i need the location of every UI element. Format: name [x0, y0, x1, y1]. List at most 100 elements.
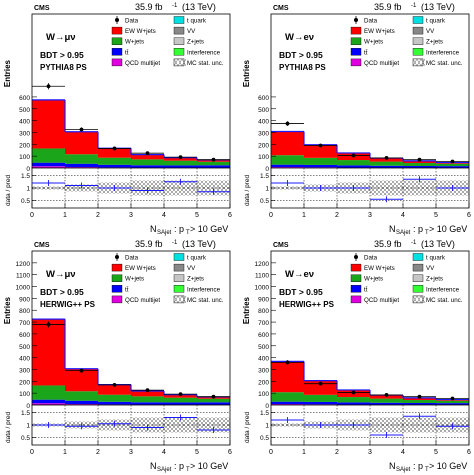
bdt-cut-label: BDT > 0.95: [40, 287, 84, 297]
chart-panel-0: CMS 35.9 fb -1 (13 TeV)Entries0100200300400…: [3, 2, 232, 236]
y-tick-label: 600: [19, 332, 30, 339]
ratio-y-tick-label: 0.5: [21, 198, 30, 205]
x-axis-label-part: : p: [413, 224, 423, 234]
stack-bar-wjets: [436, 400, 469, 404]
data-point: [351, 153, 356, 158]
data-point: [318, 381, 323, 386]
stack-bar-ttbar: [403, 165, 436, 168]
stack-bar-wjets: [370, 398, 403, 403]
legend-label-mcunc: MC stat. unc.: [187, 60, 224, 67]
stack-bar-ttbar: [436, 166, 469, 168]
lumi-exponent: -1: [411, 240, 417, 246]
y-tick-label: 1200: [16, 261, 31, 268]
x-axis-label-part: N: [150, 224, 157, 234]
stack-bar-ttbar: [197, 402, 230, 405]
stack-bar-ttbar: [164, 165, 197, 168]
lumi-exponent: -1: [172, 240, 178, 246]
legend-swatch-interf: [412, 285, 424, 293]
channel-label: W→eν: [285, 32, 314, 43]
cms-label: CMS: [273, 242, 289, 249]
legend-label-data: Data: [125, 18, 139, 25]
x-axis-label-part: T: [425, 467, 429, 473]
legend-swatch-zjets: [412, 274, 424, 282]
y-tick-label: 0: [26, 166, 30, 173]
ratio-y-tick-label: 1.5: [260, 173, 269, 180]
ratio-y-axis-label: data / pred: [244, 412, 251, 443]
y-tick-label: 1200: [255, 261, 270, 268]
legend-label-qcd: QCD multijet: [364, 60, 399, 67]
ratio-y-tick-label: 1.5: [21, 173, 30, 180]
stack-bar-wjets: [32, 148, 65, 163]
x-tick-label: 5: [434, 449, 438, 456]
y-tick-label: 1000: [16, 285, 31, 292]
stack-bar-ttbar: [304, 164, 337, 168]
stack-bar-ew: [164, 157, 197, 161]
stack-bar-wjets: [337, 160, 370, 166]
x-tick-label: 1: [63, 212, 67, 219]
data-point: [450, 159, 455, 164]
x-axis-label-part: SAjet: [396, 230, 411, 236]
x-axis-label-part: T: [425, 230, 429, 236]
legend-swatch-qcd: [350, 295, 362, 304]
y-tick-label: 100: [258, 391, 269, 398]
legend-swatch-tquark: [173, 253, 185, 261]
legend-label-ew: EW W+jets: [364, 28, 395, 35]
x-tick-label: 4: [401, 212, 405, 219]
x-axis-label-part: > 10 GeV: [429, 224, 467, 234]
y-axis-label: Entries: [242, 59, 251, 87]
stack-bar-ttbar: [337, 165, 370, 168]
data-point: [79, 368, 84, 373]
x-tick-label: 1: [302, 212, 306, 219]
legend-hatch: [181, 295, 187, 304]
energy-label: (13 TeV): [421, 239, 455, 249]
ratio-y-tick-label: 1: [26, 186, 30, 193]
legend-swatch-tquark: [412, 16, 424, 24]
stack-bar-ttbar: [304, 401, 337, 405]
y-tick-label: 700: [19, 320, 30, 327]
ratio-y-tick-label: 1.5: [260, 410, 269, 417]
y-tick-label: 400: [19, 356, 30, 363]
stack-bar-qcd: [65, 167, 98, 168]
stack-bar-ew: [131, 391, 164, 397]
ratio-y-tick-label: 1: [265, 186, 269, 193]
ratio-y-tick-label: 1.5: [21, 410, 30, 417]
x-tick-label: 0: [269, 449, 273, 456]
x-axis-label-part: : p: [174, 461, 184, 471]
x-axis-label-part: > 10 GeV: [429, 461, 467, 471]
x-tick-label: 3: [368, 212, 372, 219]
y-tick-label: 800: [258, 308, 269, 315]
data-point: [417, 394, 422, 399]
y-tick-label: 300: [258, 130, 269, 137]
data-point: [211, 157, 216, 162]
stack-bar-ttbar: [403, 402, 436, 405]
bdt-cut-label: BDT > 0.95: [40, 50, 84, 60]
legend-hatch: [173, 295, 179, 304]
stack-bar-ew: [304, 380, 337, 395]
stack-bar-wjets: [271, 392, 304, 402]
legend-label-zjets: Z+jets: [187, 276, 204, 283]
data-point: [46, 84, 51, 89]
y-tick-label: 400: [258, 356, 269, 363]
stack-bar-wjets: [65, 391, 98, 401]
legend-label-interf: Interference: [187, 286, 221, 293]
lumi-label: 35.9 fb: [374, 2, 402, 12]
y-tick-label: 100: [19, 154, 30, 161]
x-tick-label: 6: [228, 212, 232, 219]
legend-swatch-ew: [111, 263, 123, 272]
shower-label: PYTHIA8 PS: [279, 63, 326, 72]
stack-bar-wjets: [304, 157, 337, 165]
mc-unc-band: [403, 180, 436, 196]
y-tick-label: 300: [19, 367, 30, 374]
shower-label: HERWIG++ PS: [279, 300, 335, 309]
stack-bar-ttbar: [337, 402, 370, 405]
stack-bar-qcd: [32, 166, 65, 168]
y-tick-label: 700: [258, 320, 269, 327]
stack-bar-wjets: [436, 163, 469, 167]
stack-bar-ttbar: [32, 162, 65, 167]
stack-bar-wjets: [403, 400, 436, 403]
legend-label-ttbar: tt̄: [364, 49, 368, 56]
stack-bar-ttbar: [65, 400, 98, 405]
stack-bar-ttbar: [32, 399, 65, 404]
legend-swatch-vv: [412, 26, 424, 35]
